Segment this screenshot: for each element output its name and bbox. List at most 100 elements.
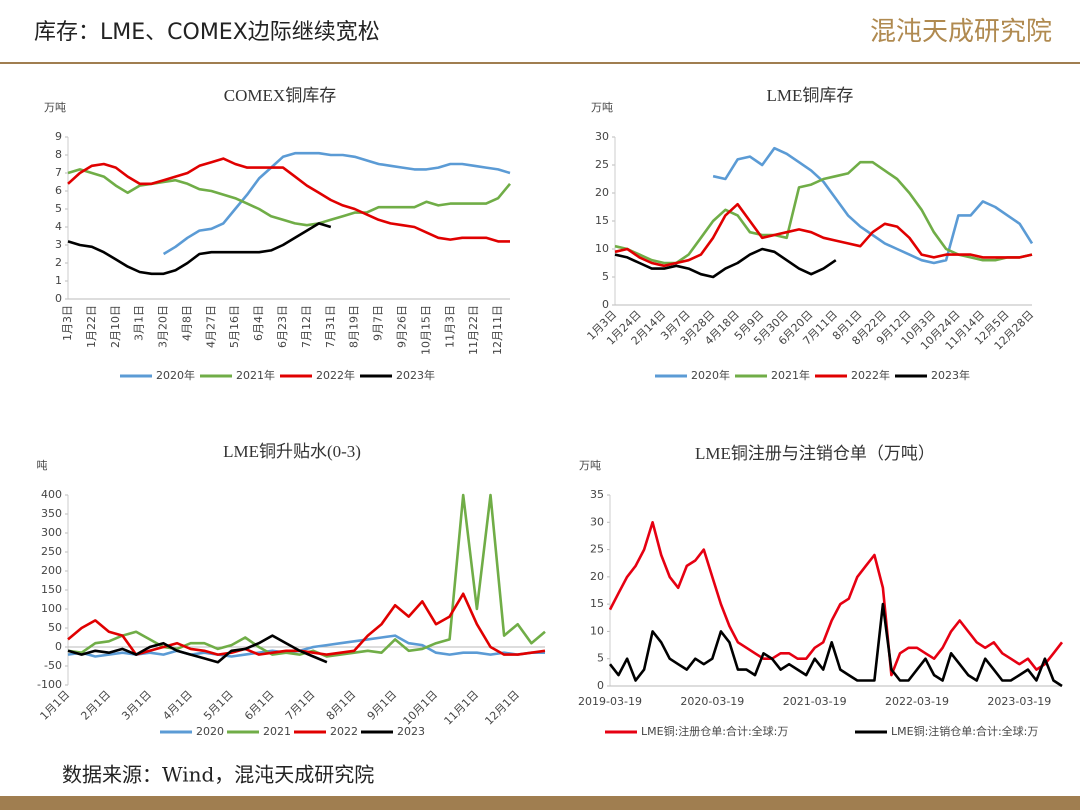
series-line [67,634,545,658]
y-unit: 吨 [37,459,48,472]
y-tick-label: 250 [41,545,62,558]
y-unit: 万吨 [591,101,613,114]
series-line [67,222,332,276]
legend-label: 2023年 [396,368,435,382]
legend-label: 2022年 [316,368,355,382]
y-tick-label: 10 [595,242,609,255]
x-tick-label: 3月1日 [133,305,146,341]
y-tick-label: 100 [41,602,62,615]
x-tick-label: 12月1日 [482,688,522,728]
legend-label: 2020 [196,725,224,738]
y-tick-label: 25 [590,543,604,556]
y-tick-label: 35 [590,488,604,501]
legend-label: 2020年 [156,368,195,382]
x-tick-label: 2月10日 [109,305,122,348]
series-line [614,202,1033,268]
x-tick-label: 6月1日 [242,688,277,723]
y-tick-label: 4 [55,220,62,233]
x-tick-label: 7月31日 [324,305,337,348]
series-line [67,592,546,656]
y-tick-label: 300 [41,526,62,539]
x-tick-label: 3月20日 [157,305,170,348]
x-tick-label: 2023-03-19 [987,695,1051,708]
legend-label: 2021年 [236,368,275,382]
x-tick-label: 5月16日 [228,305,241,348]
series-line [614,160,1033,265]
chart-title: LME铜注册与注销仓单（万吨） [695,444,935,463]
series-line [712,146,1034,265]
chart-title: COMEX铜库存 [224,86,336,105]
x-tick-label: 6月4日 [252,305,265,341]
y-tick-label: 30 [590,515,604,528]
source-note: 数据来源：Wind，混沌天成研究院 [62,763,374,787]
x-tick-label: 11月22日 [467,305,480,355]
series-line [67,157,510,243]
legend-label: LME铜:注册仓单:合计:全球:万 [641,724,788,738]
y-tick-label: 50 [48,621,62,634]
series-line [162,151,511,256]
x-tick-label: 2020-03-19 [680,695,744,708]
series-line [67,493,546,658]
x-tick-label: 11月3日 [443,305,456,348]
y-tick-label: 5 [602,270,609,283]
legend-label: 2021 [263,725,291,738]
series-line [67,634,328,664]
y-tick-label: -50 [44,659,62,672]
y-tick-label: 5 [597,652,604,665]
y-tick-label: 2 [55,256,62,269]
x-tick-label: 9月26日 [395,305,408,348]
x-tick-label: 2022-03-19 [885,695,949,708]
series-line [614,247,837,279]
legend-label: 2020年 [691,368,730,382]
x-tick-label: 10月15日 [419,305,432,355]
y-unit: 万吨 [44,101,66,114]
x-tick-label: 1月22日 [85,305,98,348]
x-tick-label: 8月19日 [348,305,361,348]
y-tick-label: 25 [595,158,609,171]
chart-title: LME铜升贴水(0-3) [223,442,361,461]
y-tick-label: 0 [602,298,609,311]
x-tick-label: 4月8日 [180,305,193,341]
x-tick-label: 6月23日 [276,305,289,348]
y-tick-label: 0 [597,679,604,692]
y-tick-label: 20 [590,570,604,583]
x-tick-label: 1月3日 [61,305,74,341]
chart-title: LME铜库存 [767,86,854,105]
y-tick-label: 400 [41,488,62,501]
x-tick-label: 4月1日 [160,688,195,723]
legend-label: LME铜:注销仓单:合计:全球:万 [891,724,1038,738]
y-tick-label: 0 [55,292,62,305]
x-tick-label: 5月1日 [201,688,236,723]
y-tick-label: 7 [55,166,62,179]
y-tick-label: 5 [55,202,62,215]
x-tick-label: 1月1日 [38,688,73,723]
y-tick-label: 15 [590,597,604,610]
y-tick-label: 1 [55,274,62,287]
legend-label: 2023年 [931,368,970,382]
legend-label: 2022年 [851,368,890,382]
x-tick-label: 2月1日 [78,688,113,723]
y-tick-label: 6 [55,184,62,197]
slide-title: 库存：LME、COMEX边际继续宽松 [34,20,380,45]
legend-label: 2021年 [771,368,810,382]
x-tick-label: 9月1日 [365,688,400,723]
y-unit: 万吨 [579,459,601,472]
y-tick-label: 0 [55,640,62,653]
x-tick-label: 10月1日 [401,688,441,728]
y-tick-label: 10 [590,624,604,637]
legend-label: 2023 [397,725,425,738]
x-tick-label: 7月12日 [300,305,313,348]
y-tick-label: 150 [41,583,62,596]
footer-bar [0,796,1080,810]
x-tick-label: 9月7日 [372,305,385,341]
x-tick-label: 7月1日 [283,688,318,723]
series-line [67,168,512,227]
x-tick-label: 11月1日 [442,688,482,728]
x-tick-label: 12月11日 [491,305,504,355]
logo: 混沌天成研究院 [870,17,1052,47]
y-tick-label: 3 [55,238,62,251]
x-tick-label: 2021-03-19 [783,695,847,708]
y-tick-label: 8 [55,148,62,161]
